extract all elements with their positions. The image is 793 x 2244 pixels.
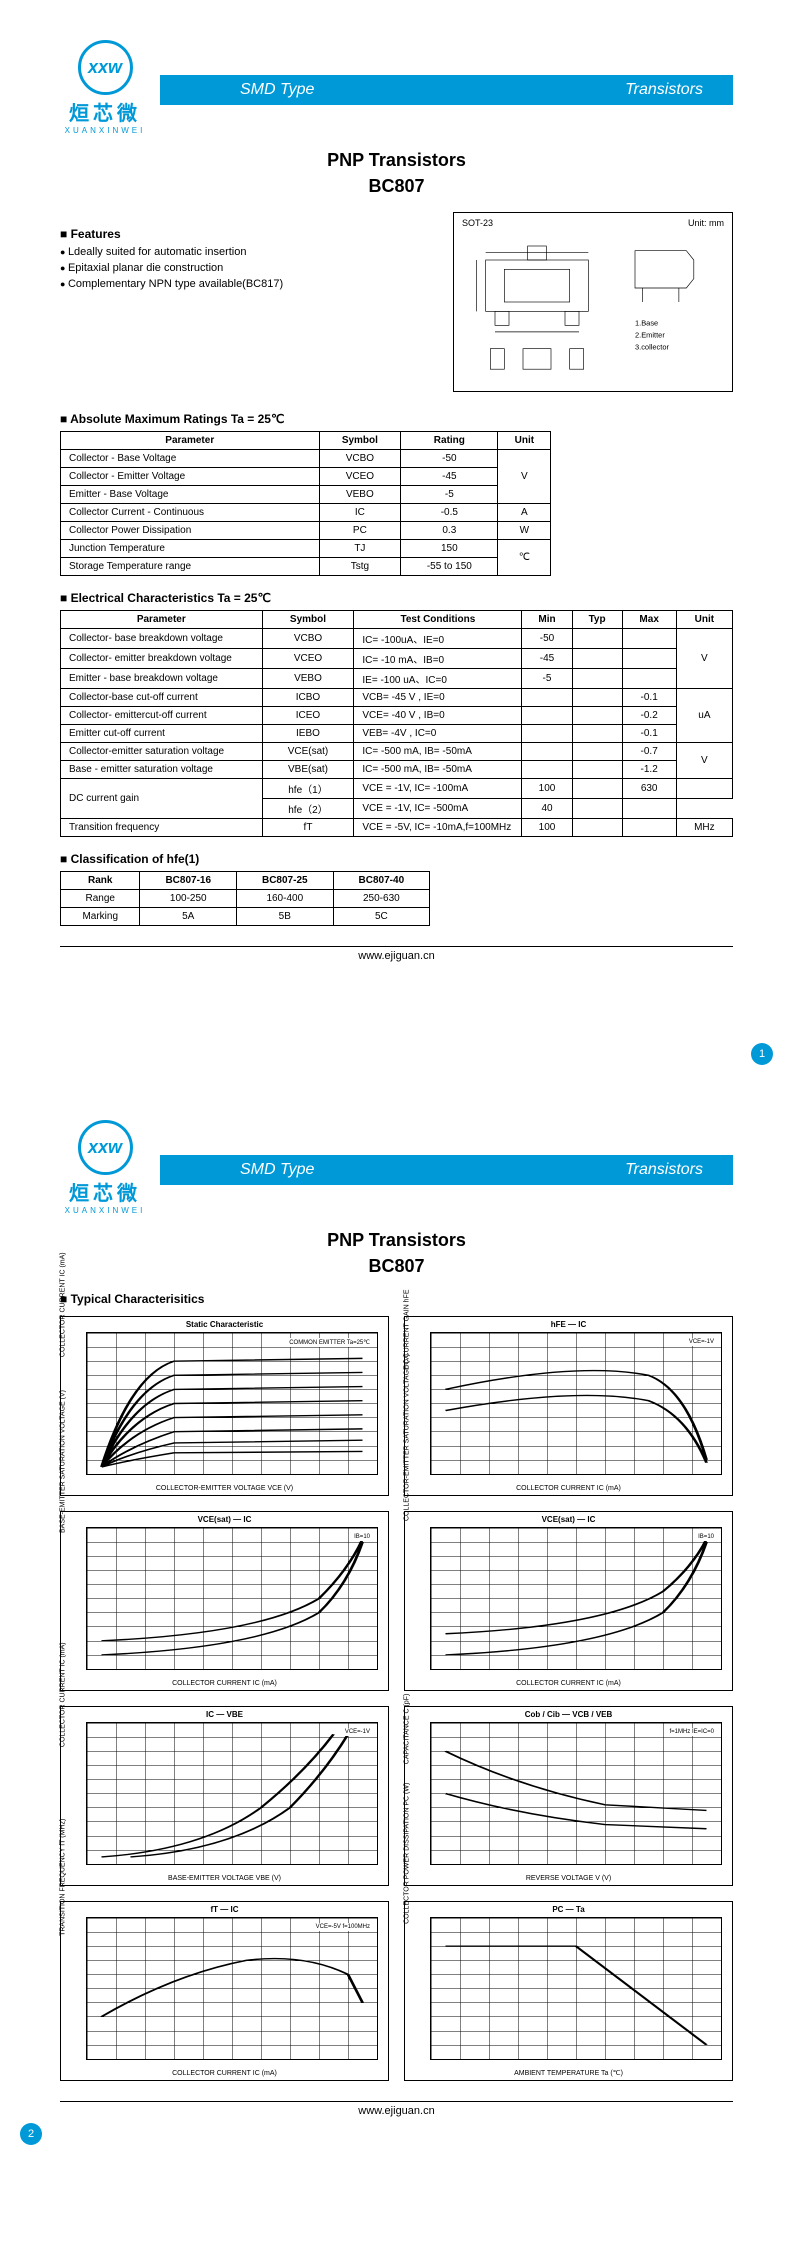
feature-item: Ldeally suited for automatic insertion bbox=[60, 246, 360, 258]
logo-cn: 烜芯微 bbox=[60, 97, 150, 126]
features-list: Ldeally suited for automatic insertion Ep… bbox=[60, 246, 360, 290]
banner-right: Transistors bbox=[625, 1161, 703, 1179]
banner-right: Transistors bbox=[625, 81, 703, 99]
top-row: Features Ldeally suited for automatic in… bbox=[60, 212, 733, 392]
header: xxw 烜芯微 XUANXINWEI SMD Type Transistors bbox=[60, 40, 733, 135]
svg-text:1.Base: 1.Base bbox=[635, 318, 658, 327]
banner-left: SMD Type bbox=[240, 1161, 314, 1179]
footer: www.ejiguan.cn bbox=[60, 2101, 733, 2117]
part-number: BC807 bbox=[60, 176, 733, 197]
chart: PC — Ta COLLECTOR POWER DISSIPATION PC (… bbox=[404, 1901, 733, 2081]
abs-max-heading: Absolute Maximum Ratings Ta = 25℃ bbox=[60, 412, 733, 426]
chart: VCE(sat) — IC BASE-EMITTER SATURATION VO… bbox=[60, 1511, 389, 1691]
chart: Static Characteristic COLLECTOR CURRENT … bbox=[60, 1316, 389, 1496]
page-number: 1 bbox=[751, 1043, 773, 1065]
hfe-table: RankBC807-16BC807-25BC807-40Range100-250… bbox=[60, 871, 430, 926]
chart: hFE — IC DC CURRENT GAIN hFE COLLECTOR C… bbox=[404, 1316, 733, 1496]
header: xxw 烜芯微 XUANXINWEI SMD Type Transistors bbox=[60, 1120, 733, 1215]
elec-heading: Electrical Characteristics Ta = 25℃ bbox=[60, 591, 733, 605]
banner: SMD Type Transistors bbox=[160, 1155, 733, 1185]
footer: www.ejiguan.cn bbox=[60, 946, 733, 962]
page-2: xxw 烜芯微 XUANXINWEI SMD Type Transistors … bbox=[0, 1080, 793, 2160]
hfe-heading: Classification of hfe(1) bbox=[60, 852, 733, 866]
banner-left: SMD Type bbox=[240, 81, 314, 99]
features: Features Ldeally suited for automatic in… bbox=[60, 212, 360, 294]
charts-grid: Static Characteristic COLLECTOR CURRENT … bbox=[60, 1316, 733, 2081]
logo: xxw 烜芯微 XUANXINWEI bbox=[60, 40, 150, 135]
logo-en: XUANXINWEI bbox=[60, 126, 150, 135]
feature-item: Epitaxial planar die construction bbox=[60, 262, 360, 274]
abs-max-table: ParameterSymbolRatingUnitCollector - Bas… bbox=[60, 431, 551, 576]
package-unit: Unit: mm bbox=[688, 218, 724, 228]
logo-cn: 烜芯微 bbox=[60, 1177, 150, 1206]
logo-circle: xxw bbox=[78, 40, 133, 95]
chart: Cob / Cib — VCB / VEB CAPACITANCE C (pF)… bbox=[404, 1706, 733, 1886]
banner: SMD Type Transistors bbox=[160, 75, 733, 105]
svg-text:3.collector: 3.collector bbox=[635, 343, 669, 352]
chart: VCE(sat) — IC COLLECTOR-EMITTER SATURATI… bbox=[404, 1511, 733, 1691]
elec-table: ParameterSymbolTest ConditionsMinTypMaxU… bbox=[60, 610, 733, 837]
typical-heading: Typical Characterisitics bbox=[60, 1292, 733, 1306]
logo: xxw 烜芯微 XUANXINWEI bbox=[60, 1120, 150, 1215]
part-number: BC807 bbox=[60, 1256, 733, 1277]
package-drawing: SOT-23 Unit: mm bbox=[453, 212, 733, 392]
package-type: SOT-23 bbox=[462, 218, 493, 228]
svg-text:2.Emitter: 2.Emitter bbox=[635, 330, 665, 339]
package-svg: 1.Base 2.Emitter 3.collector bbox=[459, 218, 727, 386]
chart: IC — VBE COLLECTOR CURRENT IC (mA) BASE-… bbox=[60, 1706, 389, 1886]
page-title: PNP Transistors bbox=[60, 150, 733, 171]
page-1: xxw 烜芯微 XUANXINWEI SMD Type Transistors … bbox=[0, 0, 793, 1080]
features-heading: Features bbox=[60, 227, 360, 241]
page-title: PNP Transistors bbox=[60, 1230, 733, 1251]
page-number: 2 bbox=[20, 2123, 42, 2145]
logo-circle: xxw bbox=[78, 1120, 133, 1175]
chart: fT — IC TRANSITION FREQUENCY fT (MHz) CO… bbox=[60, 1901, 389, 2081]
logo-en: XUANXINWEI bbox=[60, 1206, 150, 1215]
feature-item: Complementary NPN type available(BC817) bbox=[60, 278, 360, 290]
